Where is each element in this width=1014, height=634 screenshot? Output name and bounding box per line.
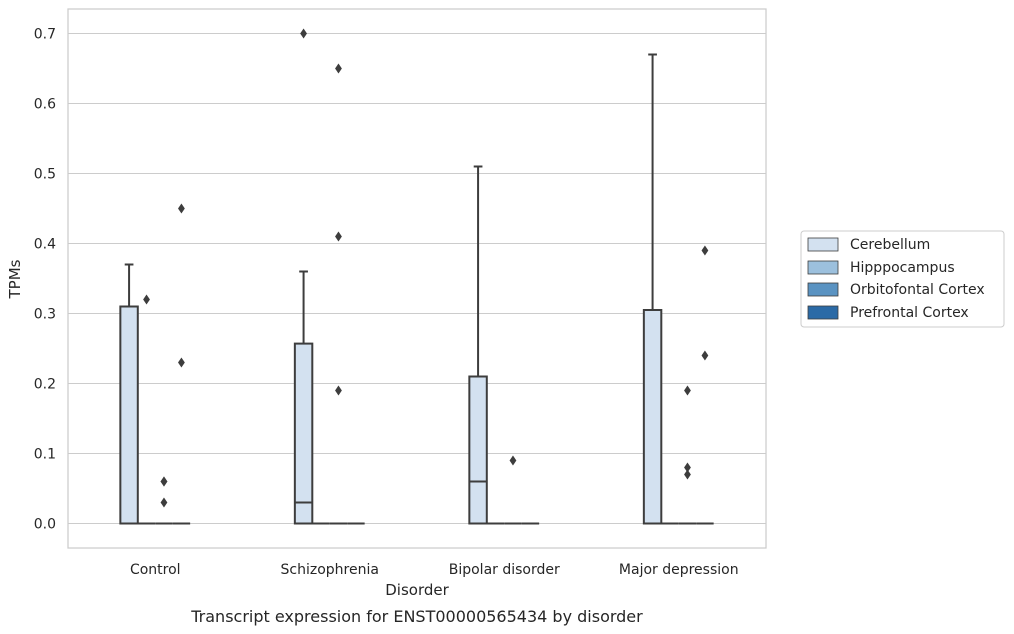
outlier-point xyxy=(335,63,342,74)
x-axis-label: Disorder xyxy=(385,581,449,599)
box-cerebellum xyxy=(468,165,488,525)
x-tick-label: Major depression xyxy=(619,562,739,578)
outlier-point xyxy=(143,294,150,305)
x-tick-label: Schizophrenia xyxy=(281,562,379,578)
outlier-point xyxy=(701,350,709,361)
box-iqr xyxy=(642,309,663,525)
legend-label-prefrontal: Prefrontal Cortex xyxy=(850,305,969,321)
outlier-point xyxy=(160,497,168,508)
y-tick-label: 0.3 xyxy=(34,307,56,323)
box-iqr xyxy=(293,342,314,525)
box-hipppocampus xyxy=(137,294,156,525)
outlier-point xyxy=(335,231,342,242)
box-cerebellum xyxy=(293,28,314,525)
y-tick-labels: 0.0 0.1 0.2 0.3 0.4 0.5 0.6 0.7 xyxy=(34,27,56,533)
y-tick-label: 0.4 xyxy=(34,237,56,253)
box-cerebellum xyxy=(119,263,139,525)
y-tick-label: 0.2 xyxy=(34,377,56,393)
box-iqr xyxy=(468,375,488,525)
axes-frame xyxy=(67,8,767,549)
grid-layer xyxy=(68,33,766,524)
y-tick-label: 0.0 xyxy=(34,517,56,533)
legend-label-cerebellum: Cerebellum xyxy=(850,237,930,253)
box-orbitofontal-cortex xyxy=(678,385,697,525)
outlier-point xyxy=(178,203,185,214)
outlier-point xyxy=(684,469,691,480)
x-tick-label: Bipolar disorder xyxy=(449,562,560,578)
legend-swatch-orbitofrontal xyxy=(807,282,839,297)
x-tick-label: Control xyxy=(130,562,181,578)
y-tick-label: 0.7 xyxy=(34,27,56,43)
box-orbitofontal-cortex xyxy=(329,63,348,525)
box-cerebellum xyxy=(642,53,663,525)
x-tick-labels: Control Schizophrenia Bipolar disorder Majo… xyxy=(130,562,739,578)
outlier-point xyxy=(684,462,691,473)
legend-frame xyxy=(800,230,1005,328)
box-orbitofontal-cortex xyxy=(155,476,173,525)
outlier-point xyxy=(701,245,709,256)
outlier-point xyxy=(160,476,168,487)
y-axis-label: TPMs xyxy=(6,259,24,299)
legend-swatch-hippocampus xyxy=(807,260,839,275)
boxes-layer xyxy=(119,28,714,525)
legend-label-hippocampus: Hipppocampus xyxy=(850,260,955,276)
box-prefrontal-cortex xyxy=(696,245,714,525)
outlier-point xyxy=(684,385,691,396)
y-tick-label: 0.1 xyxy=(34,447,56,463)
outlier-point xyxy=(509,455,517,466)
chart-caption: Transcript expression for ENST0000056543… xyxy=(190,607,643,626)
outlier-point xyxy=(178,357,185,368)
box-iqr xyxy=(119,305,139,525)
legend-swatch-cerebellum xyxy=(807,237,839,252)
legend-label-orbitofrontal: Orbitofontal Cortex xyxy=(850,282,985,298)
legend: Cerebellum Hipppocampus Orbitofontal Cor… xyxy=(800,230,1005,328)
outlier-point xyxy=(335,385,342,396)
box-orbitofontal-cortex xyxy=(504,455,522,525)
outlier-point xyxy=(300,28,307,39)
y-tick-label: 0.6 xyxy=(34,97,56,113)
legend-swatch-prefrontal xyxy=(807,305,839,320)
y-tick-label: 0.5 xyxy=(34,167,56,183)
box-prefrontal-cortex xyxy=(172,203,191,525)
